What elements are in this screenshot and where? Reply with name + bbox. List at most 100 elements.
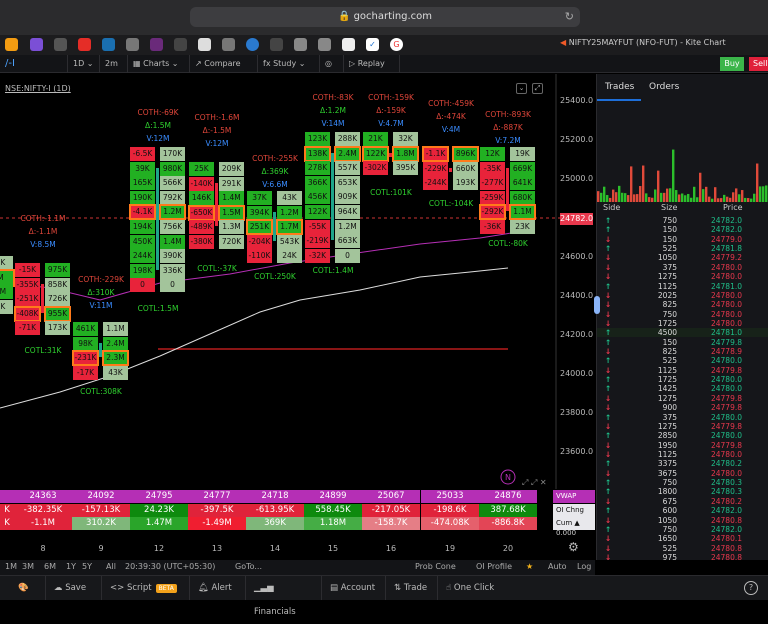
- trade-row[interactable]: ↑ 1125 24781.0: [597, 282, 768, 291]
- trade-row[interactable]: ↓ 1275 24779.8: [597, 422, 768, 431]
- alert-button[interactable]: 🔔︎ Alert: [190, 576, 246, 600]
- footprint-ask-cell[interactable]: 1.2M: [159, 204, 186, 221]
- footprint-ask-cell[interactable]: 955K: [44, 305, 71, 322]
- trade-row[interactable]: ↑ 150 24782.0: [597, 225, 768, 234]
- footprint-ask-cell[interactable]: 1.1M: [509, 204, 536, 221]
- footprint-bid-cell[interactable]: 98K: [73, 336, 98, 351]
- trade-row[interactable]: ↓ 525 24780.8: [597, 544, 768, 553]
- trade-row[interactable]: ↑ 375 24780.0: [597, 413, 768, 422]
- youtube-icon[interactable]: [78, 38, 91, 51]
- symbol-search[interactable]: /-I: [0, 55, 68, 73]
- range-1y[interactable]: 1Y: [66, 562, 76, 571]
- collapse-icon[interactable]: ⌄: [516, 83, 527, 94]
- trade-row[interactable]: ↑ 750 24782.0: [597, 525, 768, 534]
- help-icon[interactable]: ?: [744, 581, 758, 595]
- footprint-bid-cell[interactable]: -15K: [15, 263, 40, 277]
- footprint-bid-cell[interactable]: 366K: [305, 175, 330, 190]
- footprint-ask-cell[interactable]: 2.3M: [102, 350, 129, 367]
- bookmark-icon[interactable]: [54, 38, 67, 51]
- footprint-ask-cell[interactable]: 0: [335, 248, 360, 263]
- goto-button[interactable]: GoTo...: [235, 562, 263, 571]
- camera-icon[interactable]: ◎: [320, 55, 344, 73]
- footprint-bid-cell[interactable]: -140K: [189, 176, 214, 191]
- footprint-bid-cell[interactable]: -489K: [189, 220, 214, 235]
- footprint-bid-cell[interactable]: 394K: [247, 205, 272, 220]
- footprint-bid-cell[interactable]: -32K: [305, 248, 330, 263]
- script-button[interactable]: <> Script BETA: [102, 576, 190, 600]
- footprint-ask-cell[interactable]: 669K: [510, 161, 535, 176]
- trade-row[interactable]: ↓ 3675 24780.0: [597, 469, 768, 478]
- footprint-ask-cell[interactable]: 43K: [277, 191, 302, 205]
- save-button[interactable]: ☁ Save: [46, 576, 102, 600]
- footprint-bid-cell[interactable]: 138K: [304, 145, 331, 162]
- footprint-bid-cell[interactable]: -219K: [305, 234, 330, 249]
- trade-row[interactable]: ↑ 150 24779.8: [597, 338, 768, 347]
- prob-cone-button[interactable]: Prob Cone: [415, 562, 456, 571]
- trade-row[interactable]: ↑ 525 24781.8: [597, 244, 768, 253]
- trade-row[interactable]: ↓ 675 24780.2: [597, 497, 768, 506]
- footprint-ask-cell[interactable]: 173K: [45, 321, 70, 336]
- footprint-ask-cell[interactable]: 680K: [510, 190, 535, 205]
- url-bar[interactable]: 🔒 gocharting.com ↻: [190, 7, 580, 27]
- footprint-bid-cell[interactable]: 21K: [363, 132, 388, 146]
- trade-row[interactable]: ↓ 2025 24780.0: [597, 291, 768, 300]
- oi-profile-button[interactable]: OI Profile: [476, 562, 513, 571]
- trade-row[interactable]: ↓ 825 24780.0: [597, 300, 768, 309]
- footprint-ask-cell[interactable]: 1.1M: [103, 322, 128, 336]
- trade-row[interactable]: ↑ 1800 24780.3: [597, 487, 768, 496]
- range-1m[interactable]: 1M: [5, 562, 17, 571]
- footprint-bid-cell[interactable]: 39K: [130, 161, 155, 176]
- footprint-ask-cell[interactable]: 1.7M: [276, 219, 303, 236]
- footprint-ask-cell[interactable]: 2.4M: [334, 145, 361, 162]
- footprint-bid-cell[interactable]: 122K: [305, 205, 330, 219]
- footprint-ask-cell[interactable]: 980K: [160, 161, 185, 176]
- footprint-bid-cell[interactable]: -4.1K: [129, 204, 156, 221]
- footprint-ask-cell[interactable]: 1.4M: [160, 234, 185, 249]
- trade-row[interactable]: ↓ 750 24780.0: [597, 310, 768, 319]
- footprint-bid-cell[interactable]: 456K: [305, 190, 330, 205]
- footprint-bid-cell[interactable]: 165K: [130, 176, 155, 191]
- bookmark-icon[interactable]: [102, 38, 115, 51]
- interval-dropdown[interactable]: 1D ⌄: [68, 55, 100, 73]
- footprint-ask-cell[interactable]: 726K: [45, 292, 70, 307]
- footprint-bid-cell[interactable]: 251K: [246, 219, 273, 236]
- footprint-ask-cell[interactable]: 964K: [335, 205, 360, 219]
- footprint-bid-cell[interactable]: -251K: [15, 292, 40, 307]
- footprint-ask-cell[interactable]: 19K: [510, 147, 535, 161]
- footprint-bid-cell[interactable]: -231K: [72, 350, 99, 367]
- footprint-bid-cell[interactable]: -408K: [14, 305, 41, 322]
- trade-row[interactable]: ↑ 3375 24780.2: [597, 459, 768, 468]
- footprint-ask-cell[interactable]: 390K: [160, 249, 185, 264]
- footprint-ask-cell[interactable]: 660K: [453, 161, 478, 176]
- footprint-bid-cell[interactable]: -650K: [188, 204, 215, 221]
- footprint-bid-cell[interactable]: 450K: [130, 234, 155, 249]
- footprint-ask-cell[interactable]: 336K: [160, 263, 185, 278]
- footprint-bid-cell[interactable]: 278K: [305, 161, 330, 176]
- bookmark-icon[interactable]: [30, 38, 43, 51]
- footprint-bid-cell[interactable]: -6.5K: [130, 147, 155, 161]
- footprint-bid-cell[interactable]: 123K: [305, 132, 330, 146]
- footprint-ask-cell[interactable]: 170K: [160, 147, 185, 161]
- footprint-ask-cell[interactable]: 2.4M: [103, 336, 128, 351]
- account-button[interactable]: ▤ Account: [322, 576, 386, 600]
- one-click-button[interactable]: ☝ One Click: [438, 576, 508, 600]
- footprint-ask-cell[interactable]: 24K: [277, 249, 302, 264]
- footprint-ask-cell[interactable]: 193K: [453, 176, 478, 191]
- bookmark-icon[interactable]: [198, 38, 211, 51]
- footprint-ask-cell[interactable]: 663K: [335, 234, 360, 249]
- footprint-bid-cell[interactable]: 194K: [130, 220, 155, 234]
- indicator-controls[interactable]: ⤢ ⤢ ✕: [522, 478, 547, 487]
- footprint-bid-cell[interactable]: 122K: [362, 145, 389, 162]
- log-scale-button[interactable]: Log: [577, 562, 592, 571]
- footprint-bid-cell[interactable]: -36K: [480, 220, 505, 234]
- auto-scale-button[interactable]: Auto: [548, 562, 567, 571]
- footprint-ask-cell[interactable]: 1.2M: [335, 219, 360, 234]
- footprint-bid-cell[interactable]: 37K: [247, 191, 272, 205]
- trade-row[interactable]: ↓ 1725 24780.0: [597, 319, 768, 328]
- trade-button[interactable]: ⇅ Trade: [386, 576, 438, 600]
- footprint-ask-cell[interactable]: 653K: [335, 175, 360, 190]
- trade-row[interactable]: ↓ 150 24779.0: [597, 235, 768, 244]
- footprint-ask-cell[interactable]: 543K: [277, 234, 302, 249]
- palette-icon[interactable]: 🎨: [10, 576, 46, 600]
- footprint-ask-cell[interactable]: 858K: [45, 277, 70, 292]
